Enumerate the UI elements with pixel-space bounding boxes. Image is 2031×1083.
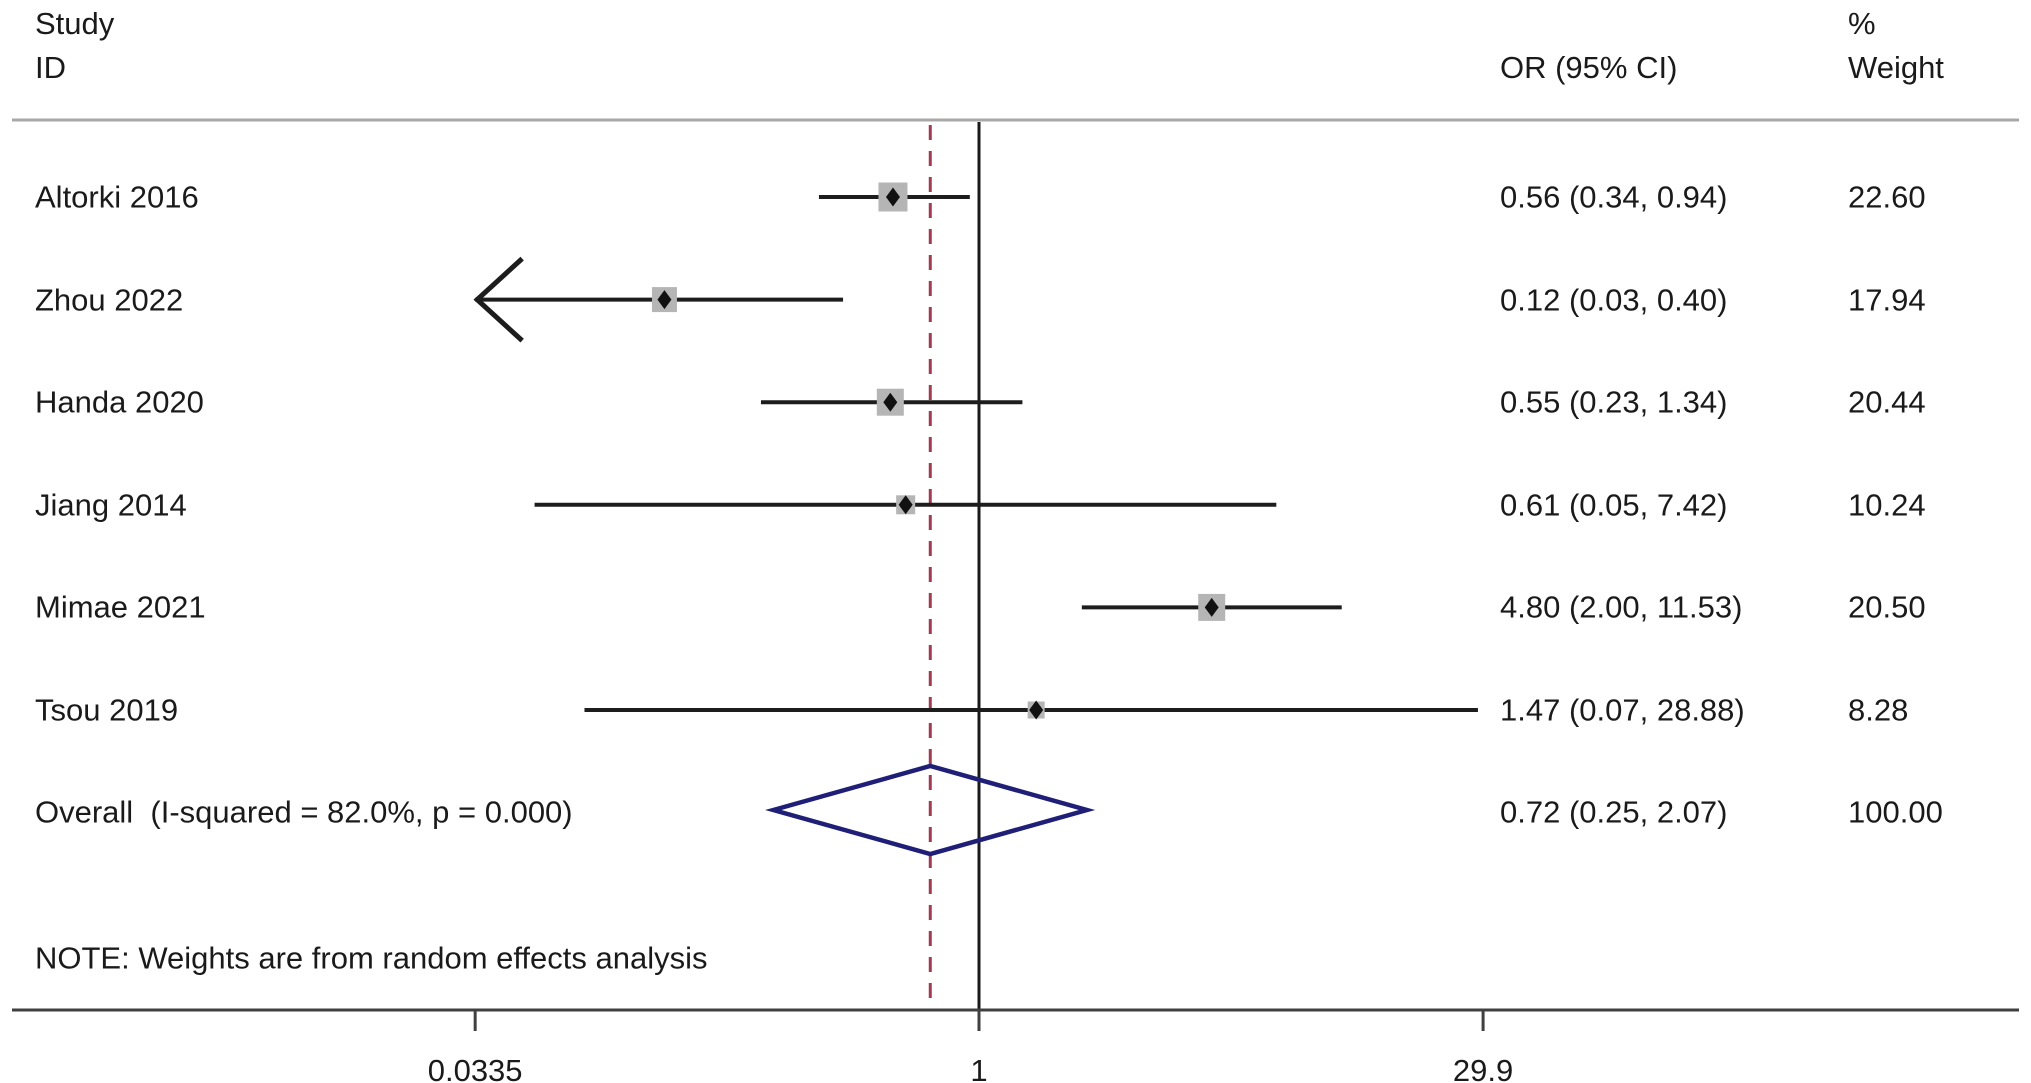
or-ci-value: 1.47 (0.07, 28.88) <box>1500 692 1745 728</box>
or-ci-value: 0.61 (0.05, 7.42) <box>1500 487 1728 523</box>
study-label: Zhou 2022 <box>35 282 184 318</box>
study-label: Handa 2020 <box>35 384 204 420</box>
weight-value: 10.24 <box>1848 487 1926 523</box>
weight-value: 8.28 <box>1848 692 1909 728</box>
overall-or-value: 0.72 (0.25, 2.07) <box>1500 794 1728 830</box>
weight-value: 17.94 <box>1848 282 1926 318</box>
x-axis-tick-label: 1 <box>970 1053 988 1083</box>
point-estimate-marker <box>657 290 672 310</box>
weight-value: 22.60 <box>1848 179 1926 215</box>
weight-header: Weight <box>1848 50 1944 85</box>
overall-weight-value: 100.00 <box>1848 794 1943 830</box>
study-label: Mimae 2021 <box>35 589 206 625</box>
id-header: ID <box>35 50 66 85</box>
overall-diamond <box>765 763 1096 857</box>
or-ci-value: 0.56 (0.34, 0.94) <box>1500 179 1728 215</box>
weight-value: 20.44 <box>1848 384 1926 420</box>
x-axis-tick-label: 29.9 <box>1452 1053 1514 1083</box>
study-label: Jiang 2014 <box>35 487 187 523</box>
point-estimate-marker <box>1029 700 1044 720</box>
percent-header: % <box>1848 6 1876 41</box>
study-label: Altorki 2016 <box>35 179 199 215</box>
point-estimate-marker <box>885 187 900 207</box>
note-text: NOTE: Weights are from random effects an… <box>35 940 708 976</box>
x-axis-tick-label: 0.0335 <box>427 1053 523 1083</box>
overall-label: Overall (I-squared = 82.0%, p = 0.000) <box>35 794 573 830</box>
weight-value: 20.50 <box>1848 589 1926 625</box>
ci-clip-arrow <box>473 256 524 343</box>
study-label: Tsou 2019 <box>35 692 179 728</box>
point-estimate-marker <box>883 392 898 412</box>
point-estimate-marker <box>1204 597 1219 617</box>
study-header: Study <box>35 6 115 41</box>
or-ci-header: OR (95% CI) <box>1500 50 1678 85</box>
or-ci-value: 0.55 (0.23, 1.34) <box>1500 384 1728 420</box>
or-ci-value: 4.80 (2.00, 11.53) <box>1500 589 1743 625</box>
point-estimate-marker <box>898 495 913 515</box>
or-ci-value: 0.12 (0.03, 0.40) <box>1500 282 1728 318</box>
